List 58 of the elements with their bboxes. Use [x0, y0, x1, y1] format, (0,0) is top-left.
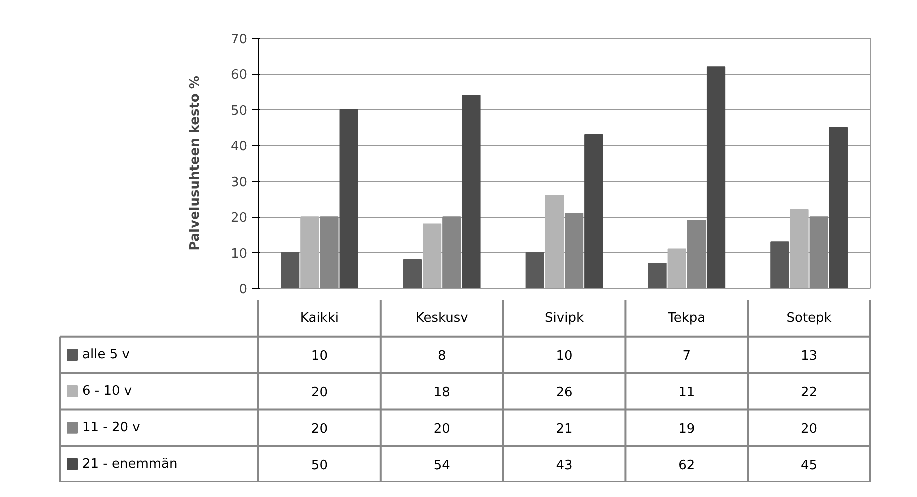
data-label: 50 [311, 458, 328, 474]
data-label: 62 [678, 458, 696, 474]
y-tick-label: 70 [230, 32, 248, 48]
x-tick-label: Sivipk [545, 311, 584, 326]
legend-label: alle 5 v [82, 348, 130, 363]
y-tick-label: 0 [239, 282, 248, 298]
bar [403, 259, 422, 288]
y-tick-label: 20 [230, 211, 248, 226]
legend-label: 21 - enemmän [82, 456, 178, 472]
data-label: 13 [801, 349, 818, 364]
y-axis-title: Palvelusuhteen kesto % [188, 76, 203, 251]
bar [545, 195, 564, 288]
data-label: 19 [678, 422, 696, 437]
data-label: 43 [556, 458, 573, 474]
legend-label: 11 - 20 v [82, 420, 141, 436]
data-label: 10 [311, 349, 328, 364]
bar [526, 252, 544, 288]
data-label: 20 [311, 386, 328, 400]
data-label: 20 [801, 422, 818, 437]
bar [770, 242, 790, 288]
data-label: 10 [556, 349, 573, 364]
data-label: 22 [801, 386, 818, 400]
bar [668, 248, 686, 288]
data-label: 20 [311, 422, 328, 437]
legend-label: 6 - 10 v [82, 384, 132, 399]
bar [340, 109, 358, 288]
bar [706, 66, 726, 288]
bar [829, 127, 848, 288]
bar [564, 213, 584, 288]
data-label: 54 [434, 458, 450, 474]
bar [687, 220, 706, 288]
data-label: 45 [801, 458, 818, 474]
bar [442, 216, 462, 288]
y-tick-label: 50 [230, 104, 248, 119]
bar [462, 95, 481, 288]
y-tick-label: 60 [230, 68, 248, 84]
bar [790, 209, 809, 288]
x-tick-label: Sotepk [786, 311, 832, 326]
bar [300, 216, 320, 288]
bar [810, 216, 828, 288]
data-label: 20 [434, 422, 450, 437]
bar [281, 252, 300, 288]
y-tick-label: 40 [230, 140, 248, 155]
data-label: 8 [438, 349, 446, 364]
bar [422, 224, 442, 288]
bar [320, 216, 339, 288]
x-tick-label: Keskusv [416, 311, 469, 326]
x-tick-label: Tekpa [667, 311, 706, 326]
bar [584, 134, 604, 288]
data-label: 21 [556, 422, 573, 437]
data-label: 7 [682, 349, 692, 364]
data-label: 18 [434, 386, 450, 400]
x-tick-label: Kaikki [300, 311, 339, 326]
y-tick-label: 30 [230, 175, 248, 190]
bar [648, 263, 667, 288]
data-label: 11 [678, 386, 696, 400]
data-label: 26 [556, 386, 573, 400]
y-tick-label: 10 [230, 246, 248, 262]
